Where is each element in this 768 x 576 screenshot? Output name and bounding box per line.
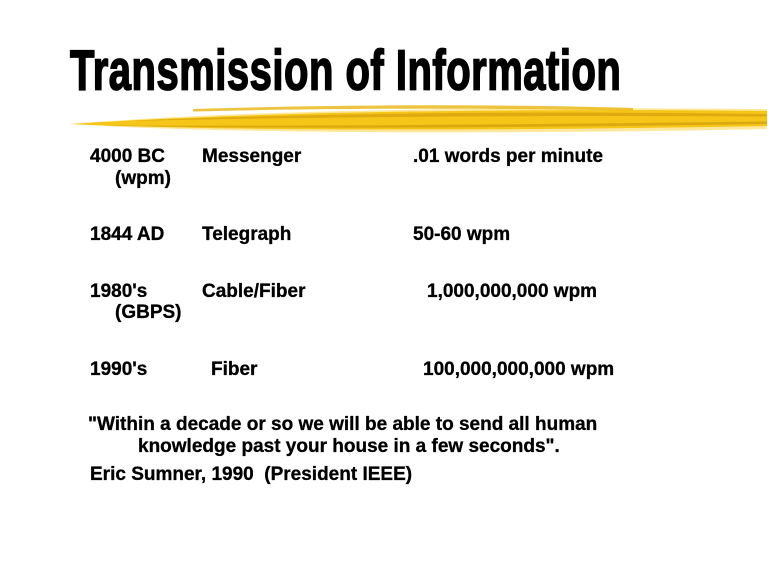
quote-attribution: Eric Sumner, 1990 (President IEEE) xyxy=(90,464,413,485)
medium-label: Fiber xyxy=(211,359,258,380)
era-label: 1980's xyxy=(90,281,148,302)
rate-label: .01 words per minute xyxy=(413,146,604,167)
era-note: (GBPS) xyxy=(115,302,182,323)
rate-label: 50-60 wpm xyxy=(413,224,511,245)
gold-brush-divider xyxy=(70,105,767,133)
quote-line-2: knowledge past your house in a few secon… xyxy=(138,436,560,457)
medium-label: Cable/Fiber xyxy=(202,281,306,302)
rate-label: 1,000,000,000 wpm xyxy=(427,281,598,302)
rate-label: 100,000,000,000 wpm xyxy=(423,359,615,380)
era-note: (wpm) xyxy=(115,168,171,189)
era-label: 1844 AD xyxy=(90,224,165,245)
page-title: Transmission of Information xyxy=(69,39,622,103)
quote-line-1: "Within a decade or so we will be able t… xyxy=(88,414,598,435)
medium-label: Telegraph xyxy=(202,224,292,245)
era-label: 4000 BC xyxy=(90,146,165,167)
era-label: 1990's xyxy=(90,359,148,380)
medium-label: Messenger xyxy=(202,146,302,167)
